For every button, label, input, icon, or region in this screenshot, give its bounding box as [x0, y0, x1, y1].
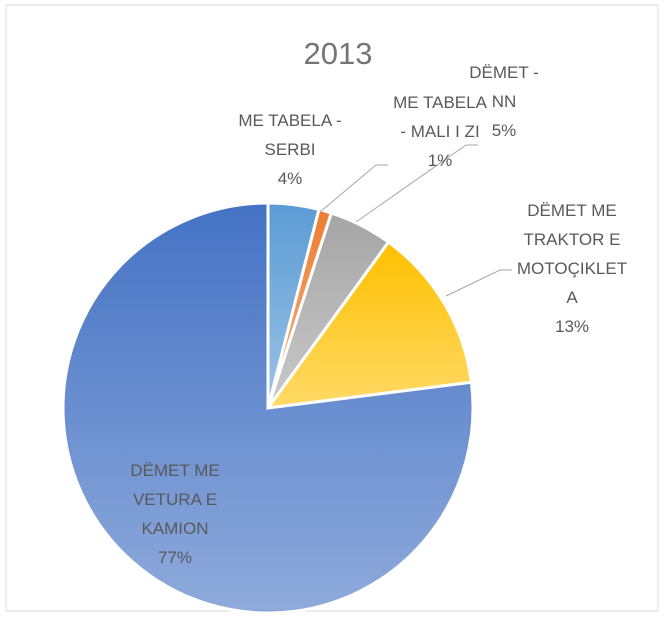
category-label: DËMET - NN [469, 63, 539, 111]
data-label: DËMET - NN 5% [458, 58, 550, 145]
value-label: 1% [427, 151, 453, 170]
category-label: DËMET ME VETURA E KAMION [130, 461, 220, 538]
category-label: DËMET ME TRAKTOR E MOTOÇIKLETA [516, 201, 628, 307]
leader-line [355, 144, 478, 223]
leader-line [445, 269, 512, 297]
value-label: 13% [554, 317, 590, 336]
pie-slice [61, 201, 475, 615]
data-label: ME TABELA - SERBI 4% [232, 106, 348, 193]
data-label: DËMET ME VETURA E KAMION 77% [112, 456, 238, 572]
category-label: ME TABELA - SERBI [238, 111, 342, 159]
value-label: 4% [277, 169, 303, 188]
category-label: ME TABELA - MALI I ZI [393, 93, 487, 141]
data-label: DËMET ME TRAKTOR E MOTOÇIKLETA 13% [514, 196, 630, 341]
value-label: 77% [157, 548, 193, 567]
chart-title: 2013 [304, 36, 373, 71]
leader-line [319, 164, 388, 213]
value-label: 5% [491, 121, 517, 140]
pie-slice [264, 240, 474, 410]
data-label: ME TABELA - MALI I ZI 1% [390, 88, 490, 175]
